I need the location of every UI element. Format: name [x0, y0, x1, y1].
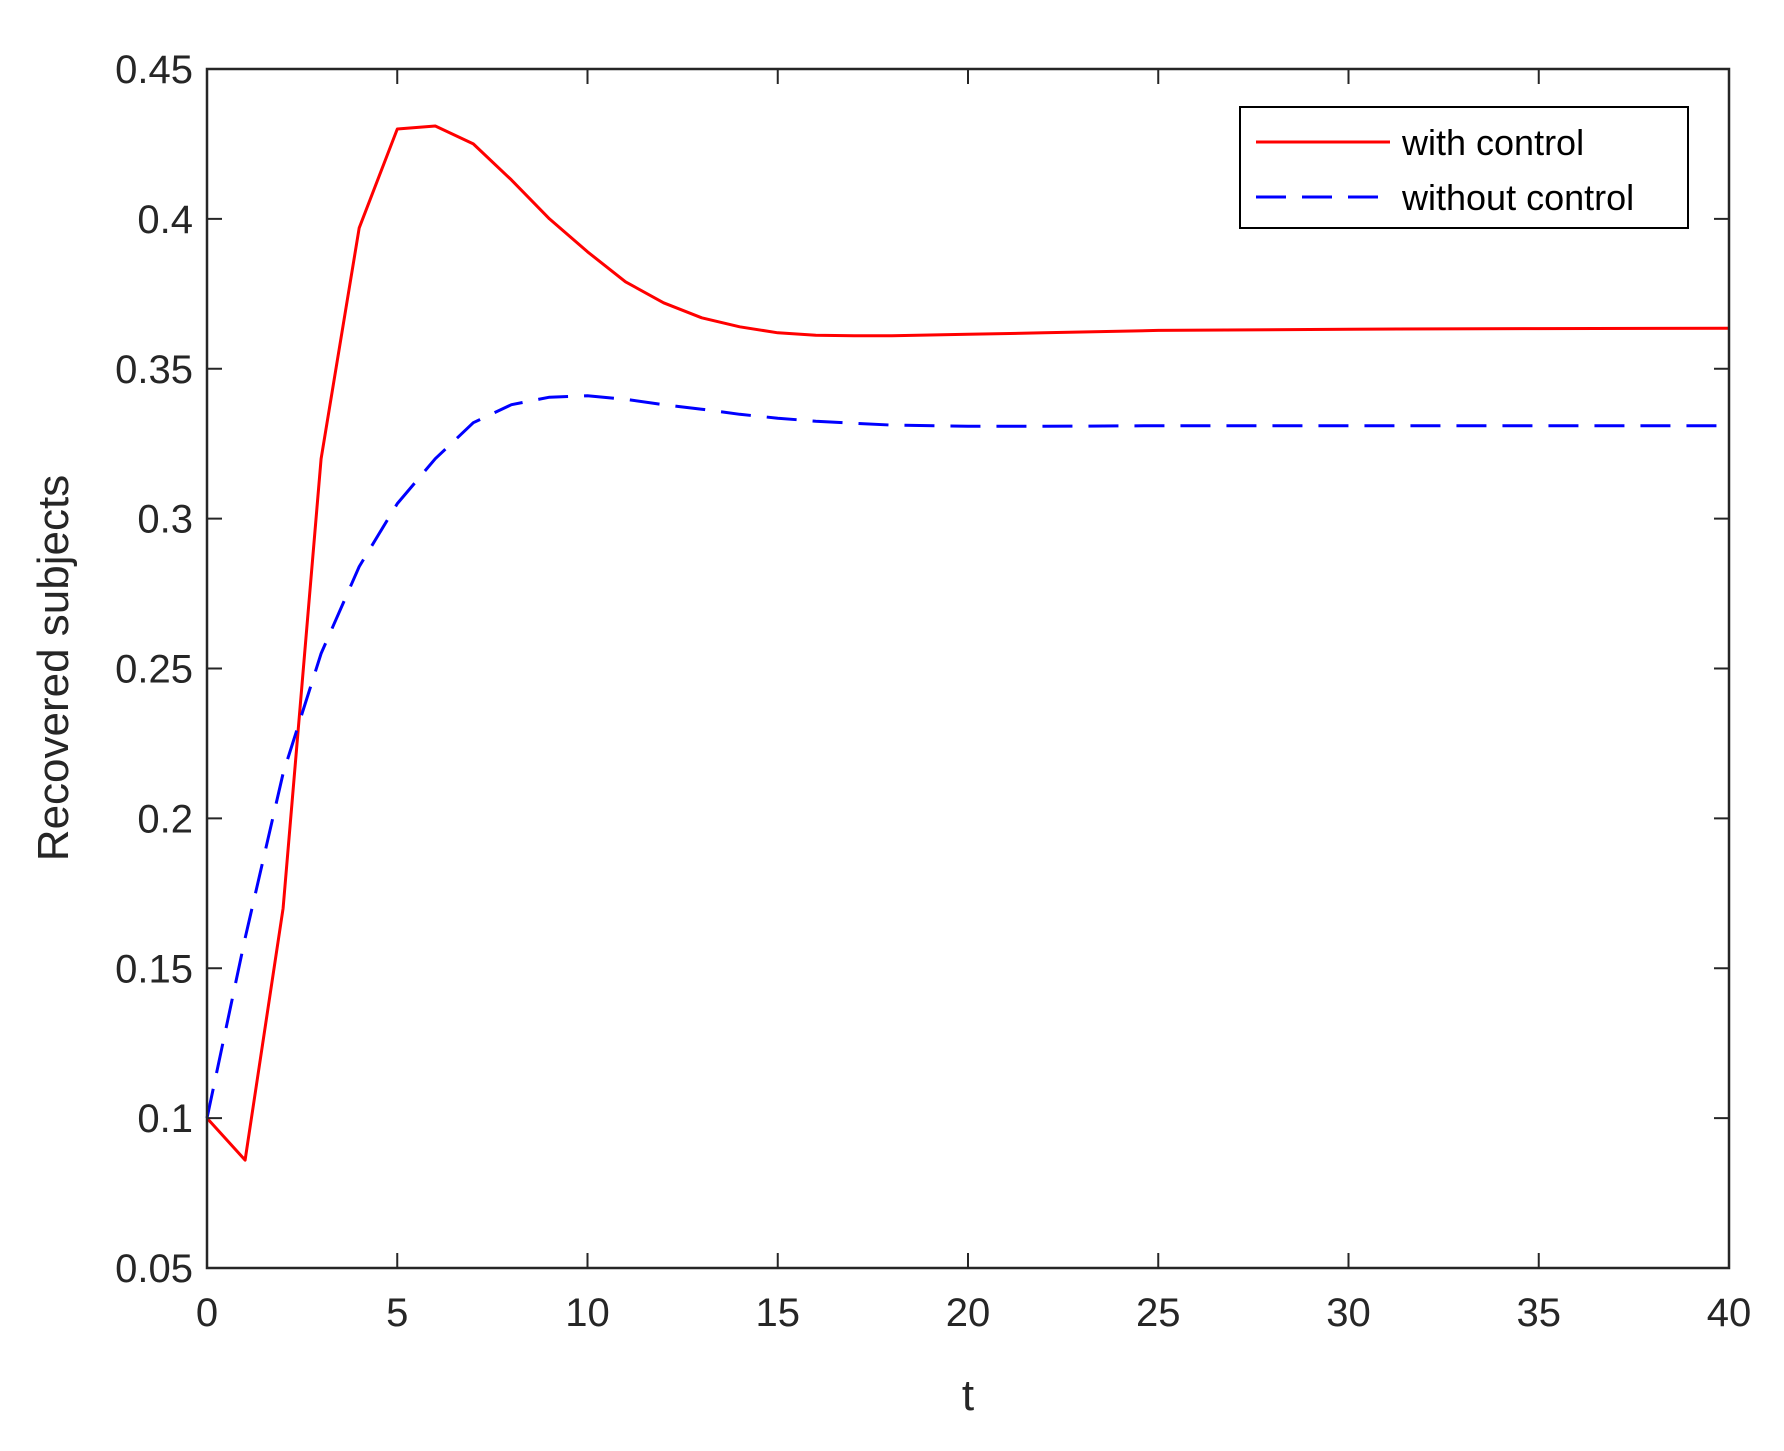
x-tick-label: 15: [756, 1291, 801, 1335]
y-tick-label: 0.15: [115, 947, 193, 991]
x-tick-label: 25: [1136, 1291, 1181, 1335]
legend-box: [1239, 106, 1689, 229]
plot-area: [207, 69, 1729, 1268]
x-tick-label: 35: [1517, 1291, 1562, 1335]
y-tick-label: 0.05: [115, 1247, 193, 1291]
y-tick-label: 0.25: [115, 648, 193, 692]
x-tick-label: 10: [565, 1291, 610, 1335]
legend-label-without-control: without control: [1401, 177, 1634, 218]
x-tick-label: 5: [386, 1291, 408, 1335]
y-tick-label: 0.4: [137, 198, 193, 242]
y-tick-label: 0.1: [137, 1097, 193, 1141]
series-layer: [205, 124, 1730, 1162]
y-tick-label: 0.35: [115, 348, 193, 392]
y-tick-label: 0.3: [137, 498, 193, 542]
y-tick-label: 0.2: [137, 797, 193, 841]
x-tick-label: 0: [196, 1291, 218, 1335]
legend-label-with-control: with control: [1401, 122, 1584, 163]
y-axis-label: Recovered subjects: [29, 475, 78, 861]
series-line-without-control: [205, 394, 1729, 1119]
x-tick-label: 20: [946, 1291, 991, 1335]
axis-tick-labels: 0 5 10 15 20 25 30 35 40 0.05 0.1 0.15 0.2 0.25 0.3 0.3…: [115, 48, 1751, 1335]
legend: with control without control: [1239, 106, 1689, 229]
series-line-with-control: [205, 124, 1730, 1162]
x-axis-label: t: [962, 1371, 974, 1420]
axis-ticks: [206, 68, 1730, 1269]
x-tick-label: 40: [1707, 1291, 1752, 1335]
x-tick-label: 30: [1326, 1291, 1371, 1335]
y-tick-label: 0.45: [115, 48, 193, 92]
